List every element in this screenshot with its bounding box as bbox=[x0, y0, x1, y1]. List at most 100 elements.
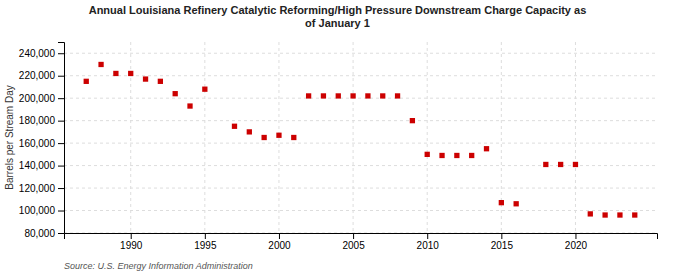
grid-line-y bbox=[64, 188, 657, 189]
y-tick: 140,000 bbox=[19, 160, 64, 171]
grid-line-x bbox=[427, 42, 428, 233]
point bbox=[84, 79, 89, 84]
title-line: Annual Louisiana Refinery Catalytic Refo… bbox=[89, 4, 587, 16]
x-tick: 2010 bbox=[417, 233, 440, 251]
title: Annual Louisiana Refinery Catalytic Refo… bbox=[89, 4, 587, 29]
x-tick: 1995 bbox=[194, 233, 217, 251]
y-tick-label: 140,000 bbox=[19, 160, 56, 171]
point bbox=[588, 211, 593, 216]
y-tick-label: 80,000 bbox=[24, 228, 55, 239]
y-tick-label: 200,000 bbox=[19, 93, 56, 104]
point bbox=[321, 93, 326, 98]
y-tick-mark bbox=[58, 121, 64, 122]
grid-line-y bbox=[64, 53, 657, 54]
x-axis-line bbox=[65, 234, 658, 240]
point bbox=[232, 124, 237, 129]
plot: 1990 1995 2000 2005 2010 2015 2020 80,000 100,00… bbox=[19, 42, 658, 251]
point bbox=[291, 135, 296, 140]
y-tick-label: 240,000 bbox=[19, 48, 56, 59]
point bbox=[573, 162, 578, 167]
y-tick: 200,000 bbox=[19, 93, 64, 104]
point bbox=[306, 93, 311, 98]
x-tick-mark bbox=[575, 233, 576, 239]
y-tick-mark bbox=[58, 143, 64, 144]
grid-line-y bbox=[64, 75, 657, 76]
y-tick-label: 220,000 bbox=[19, 70, 56, 81]
title-line: of January 1 bbox=[305, 17, 370, 29]
y-axis-title: Barrels per Stream Day bbox=[4, 85, 15, 189]
point bbox=[202, 87, 207, 92]
y-tick-label: 100,000 bbox=[19, 205, 56, 216]
point bbox=[128, 71, 133, 76]
grid-line-y bbox=[64, 120, 657, 121]
x-tick: 1990 bbox=[120, 233, 143, 251]
y-tick: 120,000 bbox=[19, 183, 64, 194]
point bbox=[350, 93, 355, 98]
grid-line-x bbox=[575, 42, 576, 233]
grid-line-x bbox=[353, 42, 354, 233]
y-tick-label: 160,000 bbox=[19, 138, 56, 149]
point bbox=[410, 118, 415, 123]
point bbox=[543, 162, 548, 167]
y-tick-mark bbox=[58, 98, 64, 99]
point bbox=[602, 212, 607, 217]
y-tick-label: 180,000 bbox=[19, 115, 56, 126]
grid-line-y bbox=[64, 165, 657, 166]
x-tick-label: 1990 bbox=[120, 240, 143, 251]
x-tick-label: 2010 bbox=[417, 240, 440, 251]
point bbox=[514, 201, 519, 206]
y-tick: 220,000 bbox=[19, 70, 64, 81]
y-tick-mark bbox=[58, 188, 64, 189]
x-tick-mark bbox=[427, 233, 428, 239]
point bbox=[558, 162, 563, 167]
y-tick-mark bbox=[58, 76, 64, 77]
y-axis: 80,000 100,000 120,000 140,000 160,000 180,00… bbox=[19, 43, 65, 239]
y-tick-mark bbox=[58, 166, 64, 167]
x-tick-mark bbox=[131, 233, 132, 239]
x-tick-label: 2020 bbox=[565, 240, 588, 251]
point bbox=[617, 212, 622, 217]
point bbox=[499, 200, 504, 205]
x-tick-label: 2005 bbox=[342, 240, 365, 251]
y-tick: 160,000 bbox=[19, 138, 64, 149]
point bbox=[98, 62, 103, 67]
x-tick: 2020 bbox=[565, 233, 588, 251]
point bbox=[632, 212, 637, 217]
point bbox=[425, 152, 430, 157]
chart: Annual Louisiana Refinery Catalytic Refo… bbox=[0, 0, 675, 275]
x-tick: 2000 bbox=[268, 233, 291, 251]
y-tick-mark bbox=[58, 233, 64, 234]
y-tick-mark bbox=[58, 53, 64, 54]
y-tick: 80,000 bbox=[24, 228, 64, 239]
point bbox=[439, 153, 444, 158]
source: Source: U.S. Energy Information Administ… bbox=[64, 261, 253, 271]
point bbox=[276, 133, 281, 138]
y-tick: 240,000 bbox=[19, 48, 64, 59]
x-tick-mark bbox=[501, 233, 502, 239]
point bbox=[247, 129, 252, 134]
grid-line-x bbox=[204, 42, 205, 233]
grid bbox=[64, 42, 657, 233]
grid-line-y bbox=[64, 98, 657, 99]
y-tick: 180,000 bbox=[19, 115, 64, 126]
x-tick-mark bbox=[353, 233, 354, 239]
point bbox=[336, 93, 341, 98]
point bbox=[261, 135, 266, 140]
y-tick-mark bbox=[58, 211, 64, 212]
point bbox=[484, 146, 489, 151]
grid-line-y bbox=[64, 143, 657, 144]
x-tick-label: 2000 bbox=[268, 240, 291, 251]
grid-line-y bbox=[64, 210, 657, 211]
x-tick-mark bbox=[205, 233, 206, 239]
x-tick-label: 1995 bbox=[194, 240, 217, 251]
point bbox=[173, 91, 178, 96]
points bbox=[84, 62, 638, 218]
y-tick-label: 120,000 bbox=[19, 183, 56, 194]
x-tick-mark bbox=[279, 233, 280, 239]
point bbox=[380, 93, 385, 98]
x-tick: 2015 bbox=[491, 233, 514, 251]
point bbox=[158, 79, 163, 84]
y-tick: 100,000 bbox=[19, 205, 64, 216]
grid-line-x bbox=[130, 42, 131, 233]
point bbox=[365, 93, 370, 98]
